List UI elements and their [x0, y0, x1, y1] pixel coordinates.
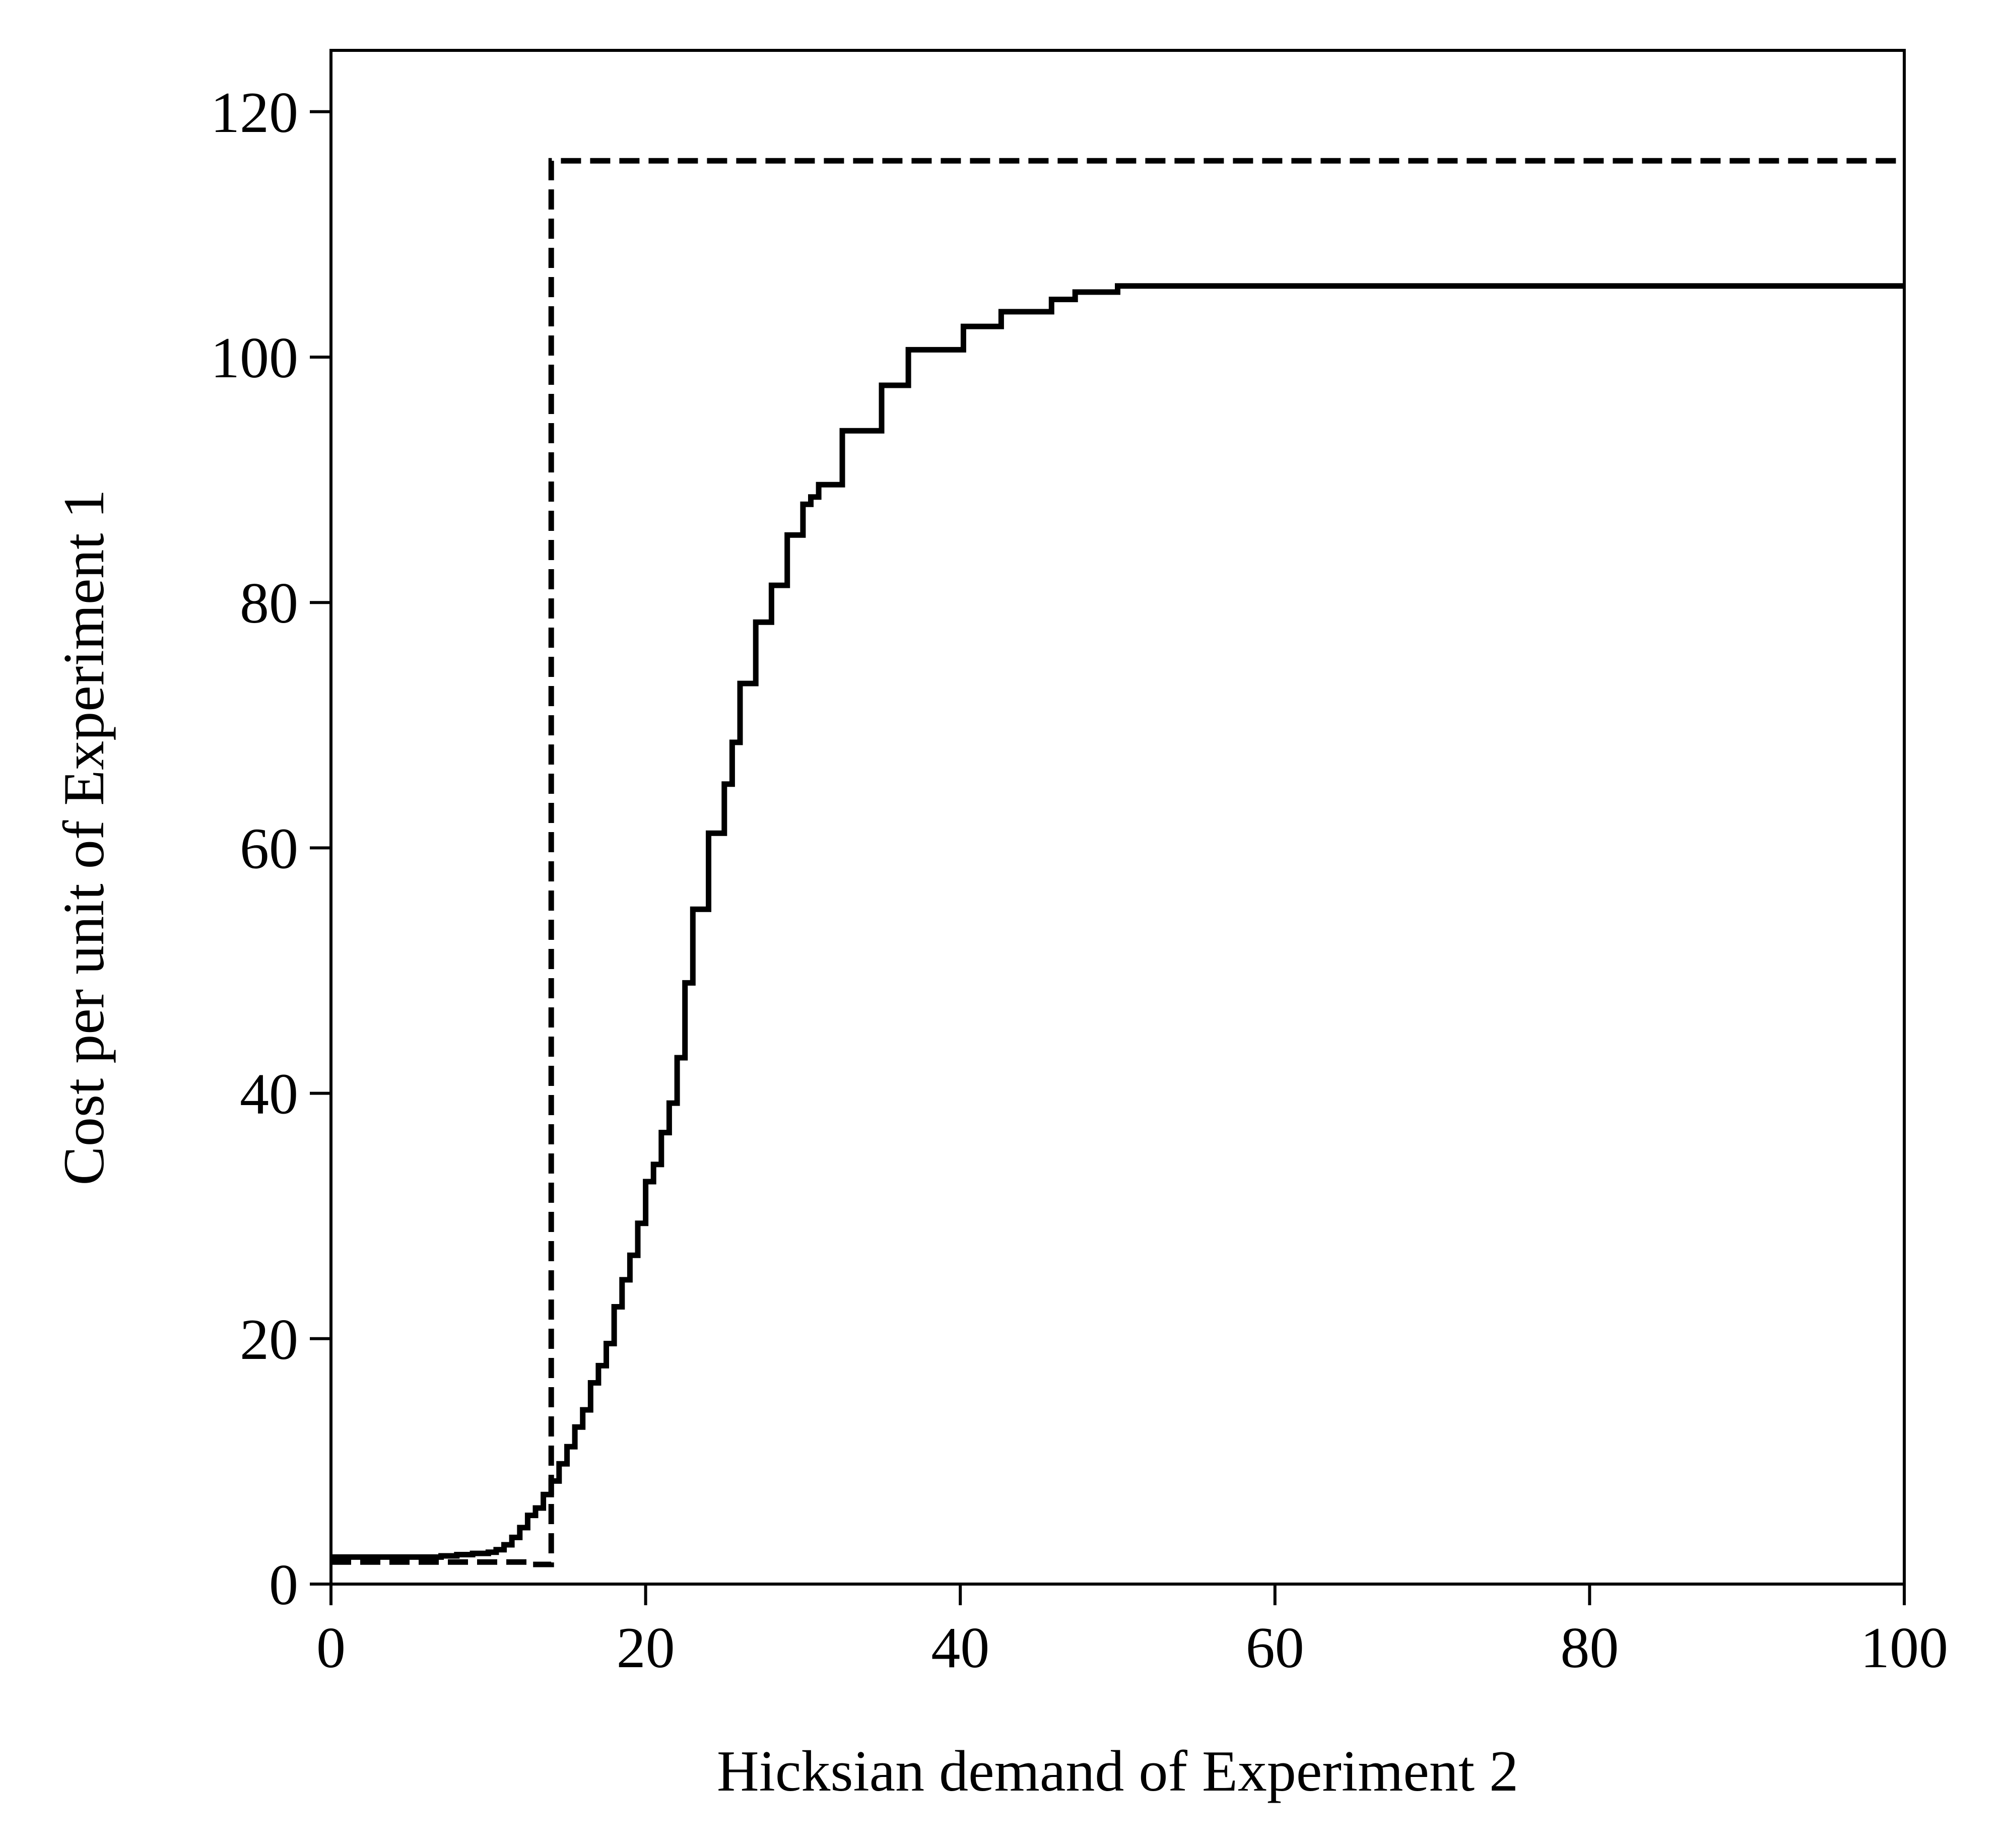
y-tick-label: 80	[240, 571, 298, 636]
x-tick-label: 60	[1246, 1616, 1304, 1680]
x-tick-label: 100	[1860, 1616, 1948, 1680]
y-tick-label: 0	[269, 1553, 298, 1617]
x-axis-label: Hicksian demand of Experiment 2	[717, 1739, 1518, 1804]
tick-layer: 0 20 40 60 80 100 0 20 40 60 80 100 120	[211, 81, 1948, 1680]
series-line-dashed	[331, 158, 1904, 1567]
plot-frame	[329, 49, 1906, 1586]
y-tick-label: 20	[240, 1308, 298, 1372]
x-tick-label: 80	[1560, 1616, 1619, 1680]
y-tick-label: 100	[211, 326, 298, 390]
x-tick-label: 20	[617, 1616, 675, 1680]
x-tick-label: 0	[316, 1616, 346, 1680]
series-layer	[331, 158, 1904, 1567]
y-tick-label: 40	[240, 1062, 298, 1127]
x-tick-label: 40	[931, 1616, 989, 1680]
series-line-solid	[331, 283, 1904, 1560]
y-axis-label: Cost per unit of Experiment 1	[52, 489, 116, 1185]
y-tick-label: 120	[211, 81, 298, 145]
y-tick-label: 60	[240, 816, 298, 881]
